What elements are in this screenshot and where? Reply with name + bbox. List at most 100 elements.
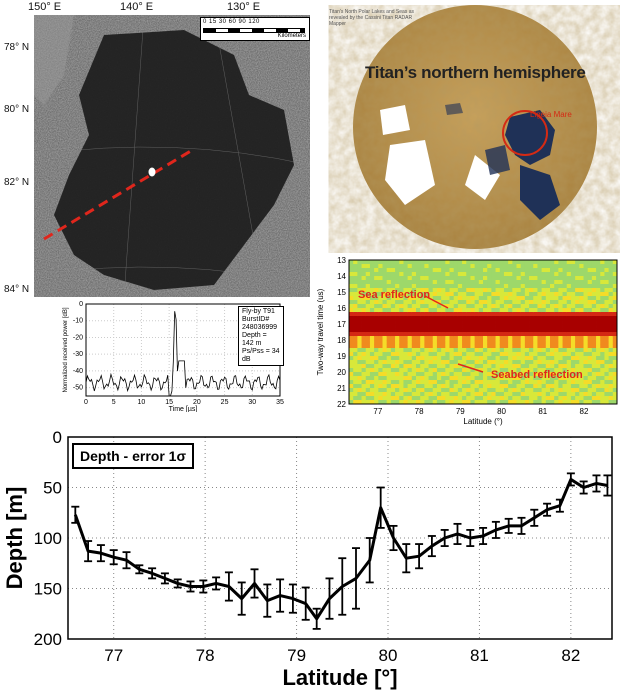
heat-cell bbox=[566, 288, 572, 293]
heat-cell bbox=[499, 316, 505, 321]
heat-cell bbox=[374, 388, 379, 393]
heat-cell bbox=[483, 384, 488, 389]
heat-cell bbox=[420, 368, 425, 373]
heat-cell bbox=[382, 268, 388, 273]
heat-cell bbox=[357, 260, 362, 265]
heat-cell bbox=[466, 356, 471, 361]
heat-cell bbox=[478, 280, 484, 285]
heat-cell bbox=[537, 268, 543, 273]
heat-cell bbox=[365, 388, 371, 393]
heat-cell bbox=[570, 300, 576, 305]
heat-cell bbox=[499, 300, 505, 305]
heat-cell bbox=[491, 260, 496, 265]
mini-y-tick: -10 bbox=[73, 318, 83, 325]
heat-cell bbox=[596, 348, 601, 353]
heat-cell bbox=[470, 276, 476, 281]
heat-cell bbox=[374, 264, 379, 269]
heat-cell bbox=[474, 272, 480, 277]
heat-cell bbox=[516, 264, 522, 269]
heat-cell bbox=[529, 388, 534, 393]
heat-cell bbox=[524, 336, 530, 341]
heat-cell bbox=[445, 368, 450, 373]
lat-label-80: 80° N bbox=[4, 104, 30, 115]
heat-cell bbox=[378, 300, 383, 305]
heat-cell bbox=[591, 320, 597, 325]
heat-cell bbox=[353, 396, 358, 401]
heat-cell bbox=[424, 324, 429, 329]
heat-cell bbox=[596, 300, 601, 305]
heat-cell bbox=[487, 360, 492, 365]
heat-cell bbox=[432, 296, 438, 301]
heat-cell bbox=[432, 380, 438, 385]
heat-cell bbox=[591, 372, 597, 377]
heat-cell bbox=[428, 360, 434, 365]
heat-cell bbox=[516, 348, 522, 353]
heat-cell bbox=[487, 388, 492, 393]
heat-y-tick: 19 bbox=[337, 352, 346, 361]
heat-cell bbox=[591, 260, 597, 265]
heat-cell bbox=[378, 324, 383, 329]
heat-cell bbox=[587, 364, 593, 369]
heat-cell bbox=[470, 312, 476, 317]
heat-cell bbox=[495, 300, 501, 305]
heat-y-label: Two-way travel time (us) bbox=[316, 288, 325, 375]
heat-cell bbox=[541, 280, 547, 285]
heat-cell bbox=[403, 344, 409, 349]
heat-cell bbox=[562, 372, 568, 377]
heat-cell bbox=[474, 388, 480, 393]
heat-cell bbox=[449, 332, 455, 337]
heat-cell bbox=[445, 296, 450, 301]
heat-cell bbox=[390, 336, 396, 341]
heat-cell bbox=[424, 392, 429, 397]
heat-cell bbox=[508, 348, 513, 353]
heat-cell bbox=[386, 280, 392, 285]
heat-cell bbox=[487, 276, 492, 281]
heat-cell bbox=[432, 368, 438, 373]
heat-cell bbox=[520, 324, 526, 329]
heat-cell bbox=[407, 388, 413, 393]
heat-cell bbox=[432, 320, 438, 325]
heat-cell bbox=[483, 308, 488, 313]
heat-cell bbox=[487, 400, 492, 405]
heat-cell bbox=[579, 376, 584, 381]
heat-cell bbox=[558, 324, 563, 329]
heat-cell bbox=[466, 400, 471, 405]
heat-cell bbox=[411, 304, 417, 309]
heat-cell bbox=[596, 316, 601, 321]
heat-cell bbox=[512, 348, 517, 353]
heat-cell bbox=[478, 380, 484, 385]
heat-cell bbox=[361, 344, 367, 349]
heat-cell bbox=[395, 288, 400, 293]
heat-cell bbox=[365, 392, 371, 397]
heat-cell bbox=[432, 284, 438, 289]
heat-cell bbox=[575, 368, 580, 373]
heat-cell bbox=[487, 308, 492, 313]
heat-cell bbox=[374, 368, 379, 373]
heat-cell bbox=[508, 356, 513, 361]
heat-cell bbox=[612, 308, 618, 313]
sea-reflection-label: Sea reflection bbox=[358, 289, 430, 301]
heat-cell bbox=[499, 344, 505, 349]
heat-cell bbox=[579, 360, 584, 365]
heat-cell bbox=[537, 316, 543, 321]
heat-cell bbox=[466, 280, 471, 285]
heat-cell bbox=[436, 396, 442, 401]
heat-cell bbox=[357, 344, 362, 349]
heat-cell bbox=[365, 336, 371, 341]
heat-cell bbox=[495, 384, 501, 389]
heat-cell bbox=[449, 300, 455, 305]
heat-cell bbox=[520, 336, 526, 341]
heat-cell bbox=[445, 388, 450, 393]
heat-cell bbox=[554, 380, 559, 385]
heat-cell bbox=[349, 320, 354, 325]
heat-cell bbox=[545, 332, 551, 337]
heat-cell bbox=[470, 360, 476, 365]
heat-cell bbox=[399, 372, 404, 377]
heat-cell bbox=[608, 348, 614, 353]
heat-cell bbox=[411, 340, 417, 345]
heat-cell bbox=[374, 380, 379, 385]
heat-cell bbox=[483, 332, 488, 337]
heat-cell bbox=[349, 388, 354, 393]
heat-cell bbox=[558, 380, 563, 385]
heat-cell bbox=[575, 296, 580, 301]
